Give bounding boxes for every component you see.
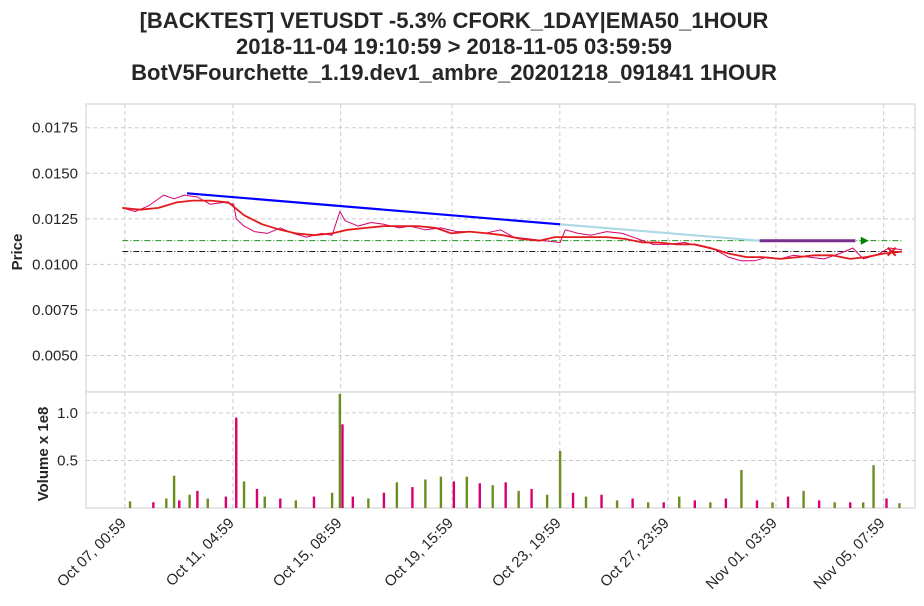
volume-bar <box>558 450 562 508</box>
volume-bar <box>341 424 344 508</box>
volume-bar <box>188 494 191 508</box>
chart-title-line-1: [BACKTEST] VETUSDT -5.3% CFORK_1DAY|EMA5… <box>139 8 769 33</box>
x-tick-label: Nov 05, 07:59 <box>810 515 888 593</box>
volume-bar <box>678 496 681 508</box>
price-y-tick-label: 0.0050 <box>32 348 78 365</box>
volume-bar <box>235 417 238 508</box>
volume-bar <box>439 476 443 508</box>
volume-bar <box>898 503 901 508</box>
x-tick-label: Nov 01, 03:59 <box>703 515 781 593</box>
price-y-tick-label: 0.0100 <box>32 256 78 273</box>
price-axis-label: Price <box>9 234 26 271</box>
volume-bar <box>206 498 209 508</box>
volume-bar <box>178 500 181 508</box>
volume-bar <box>196 490 199 508</box>
volume-bar <box>452 481 456 508</box>
volume-bar <box>631 498 634 508</box>
volume-bar <box>491 485 494 508</box>
volume-bar <box>330 492 334 508</box>
x-axis: Oct 07, 00:59 Oct 11, 04:59 Oct 15, 08:59 O… <box>54 515 888 593</box>
volume-bar <box>693 500 696 508</box>
trend-main-line <box>186 192 561 226</box>
price-y-tick-label: 0.0075 <box>32 302 78 319</box>
volume-bar <box>224 496 228 508</box>
volume-bar <box>740 469 743 508</box>
volume-bar <box>312 496 316 508</box>
volume-y-tick-label: 1.0 <box>57 405 78 422</box>
x-tick-label: Oct 15, 08:59 <box>270 515 346 591</box>
volume-bar <box>755 500 759 508</box>
volume-bar <box>263 496 266 508</box>
chart-title-line-2: 2018-11-04 19:10:59 > 2018-11-05 03:59:5… <box>235 34 673 59</box>
volume-bar <box>786 496 790 508</box>
price-plot-area <box>85 103 916 393</box>
volume-bar <box>172 475 176 508</box>
volume-bar <box>885 498 888 508</box>
volume-bar <box>646 502 650 508</box>
volume-panel: 0.5 1.0 Volume x 1e8 <box>35 391 916 509</box>
volume-bar <box>545 494 549 508</box>
volume-bar <box>833 502 836 508</box>
volume-bar <box>615 500 619 508</box>
volume-bar <box>424 479 427 508</box>
volume-bar <box>584 496 588 508</box>
price-y-tick-label: 0.0150 <box>32 165 78 182</box>
volume-bar <box>338 393 342 508</box>
chart-title-line-3: BotV5Fourchette_1.19.dev1_ambre_20201218… <box>131 60 777 85</box>
volume-bar <box>465 476 469 508</box>
volume-bar <box>849 502 852 508</box>
volume-bar <box>367 498 370 508</box>
volume-bar <box>861 502 865 508</box>
volume-bar <box>517 490 520 508</box>
volume-bar <box>128 501 132 508</box>
x-tick-label: Oct 07, 00:59 <box>54 515 130 591</box>
volume-bar <box>872 465 875 508</box>
volume-bar <box>724 498 728 508</box>
volume-bar <box>382 492 386 508</box>
x-tick-label: Oct 27, 23:59 <box>597 515 673 591</box>
x-tick-label: Oct 23, 19:59 <box>489 515 565 591</box>
volume-y-tick-label: 0.5 <box>57 452 78 469</box>
volume-bar <box>662 502 665 508</box>
volume-bar <box>478 483 481 508</box>
volume-bar <box>395 482 399 508</box>
sell-marker <box>886 246 897 257</box>
volume-bar <box>530 488 533 508</box>
volume-bar <box>411 487 414 508</box>
volume-bar <box>504 482 507 508</box>
price-y-tick-label: 0.0125 <box>32 211 78 228</box>
volume-bar <box>165 498 168 508</box>
volume-bar <box>351 496 355 508</box>
volume-bar <box>817 500 821 508</box>
price-panel: 0.0050 0.0075 0.0100 0.0125 0.0150 0.0175 Pric… <box>9 103 916 393</box>
volume-bar <box>279 498 282 508</box>
volume-bar <box>242 481 246 508</box>
x-tick-label: Oct 19, 15:59 <box>381 515 457 591</box>
price-y-tick-label: 0.0175 <box>32 120 78 137</box>
volume-bar <box>571 492 575 508</box>
buy-marker <box>860 236 869 245</box>
volume-bar <box>255 488 259 508</box>
volume-bar <box>802 490 805 508</box>
volume-bar <box>709 502 712 508</box>
volume-bar <box>771 502 774 508</box>
volume-axis-label: Volume x 1e8 <box>35 407 52 502</box>
volume-bar <box>600 494 603 508</box>
x-tick-label: Oct 11, 04:59 <box>163 515 238 590</box>
volume-bar <box>294 500 298 508</box>
volume-plot-area <box>85 391 916 509</box>
trend-light-line <box>560 223 760 242</box>
volume-bar <box>152 502 155 508</box>
ema-line <box>122 199 903 260</box>
